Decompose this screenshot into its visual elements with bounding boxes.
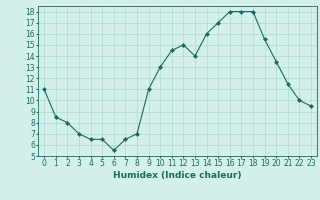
X-axis label: Humidex (Indice chaleur): Humidex (Indice chaleur) <box>113 171 242 180</box>
